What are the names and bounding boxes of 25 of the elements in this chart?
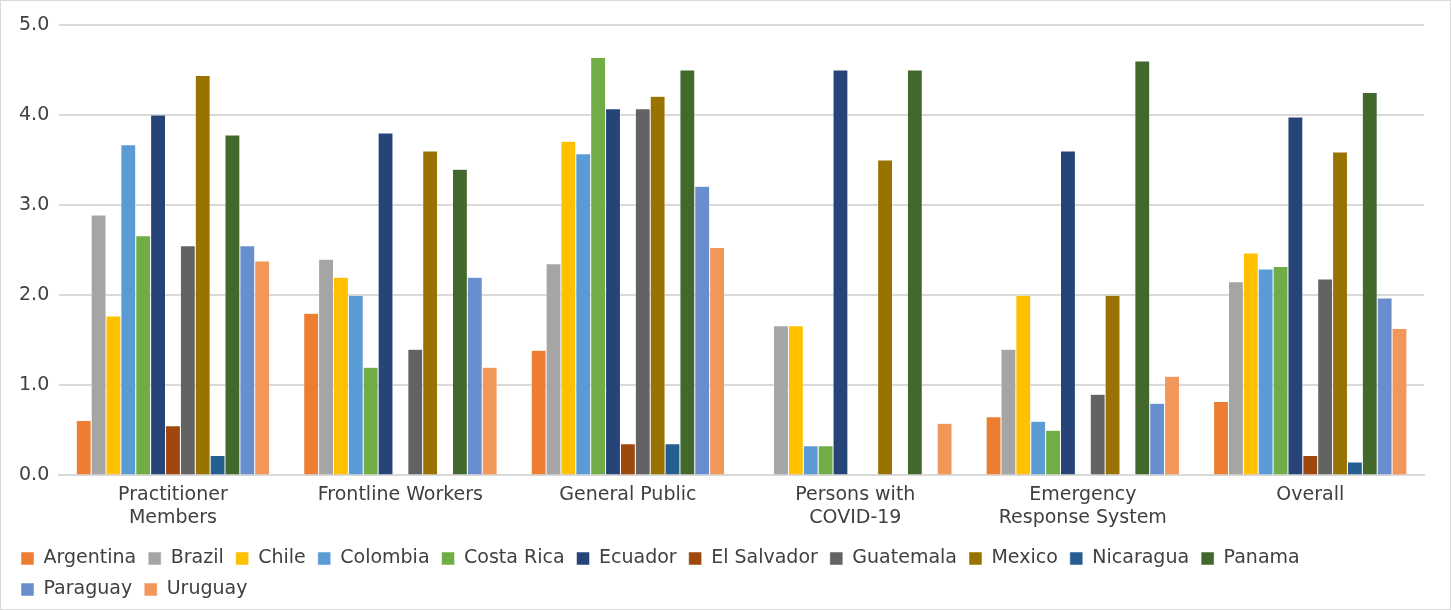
legend-label: Paraguay — [43, 576, 133, 599]
x-tick-label: Persons with COVID-19 — [795, 481, 916, 527]
legend-label: Mexico — [991, 545, 1058, 568]
legend-label: Nicaragua — [1092, 545, 1190, 568]
y-tick-label: 3.0 — [19, 192, 50, 215]
y-tick-label: 5.0 — [19, 11, 50, 34]
x-tick-label: Frontline Workers — [317, 481, 484, 504]
legend-label: Argentina — [43, 545, 137, 568]
legend-label: Guatemala — [852, 545, 957, 568]
x-tick-label: Emergency Response System — [998, 481, 1167, 527]
legend-label: Panama — [1223, 545, 1300, 568]
legend-label: Costa Rica — [464, 545, 565, 568]
legend-label: Chile — [258, 545, 306, 568]
x-tick-label: Practitioner Members — [118, 481, 228, 527]
x-tick-label: Overall — [1276, 481, 1345, 504]
y-tick-label: 1.0 — [19, 372, 50, 395]
legend-label: Colombia — [340, 545, 430, 568]
y-tick-label: 2.0 — [19, 282, 50, 305]
legend-label: Uruguay — [166, 576, 248, 599]
y-tick-label: 0.0 — [19, 462, 50, 485]
legend-label: Brazil — [170, 545, 224, 568]
legend-label: Ecuador — [599, 545, 677, 568]
legend-label: El Salvador — [711, 545, 819, 568]
y-tick-label: 4.0 — [19, 102, 50, 125]
x-tick-label: General Public — [559, 481, 697, 504]
